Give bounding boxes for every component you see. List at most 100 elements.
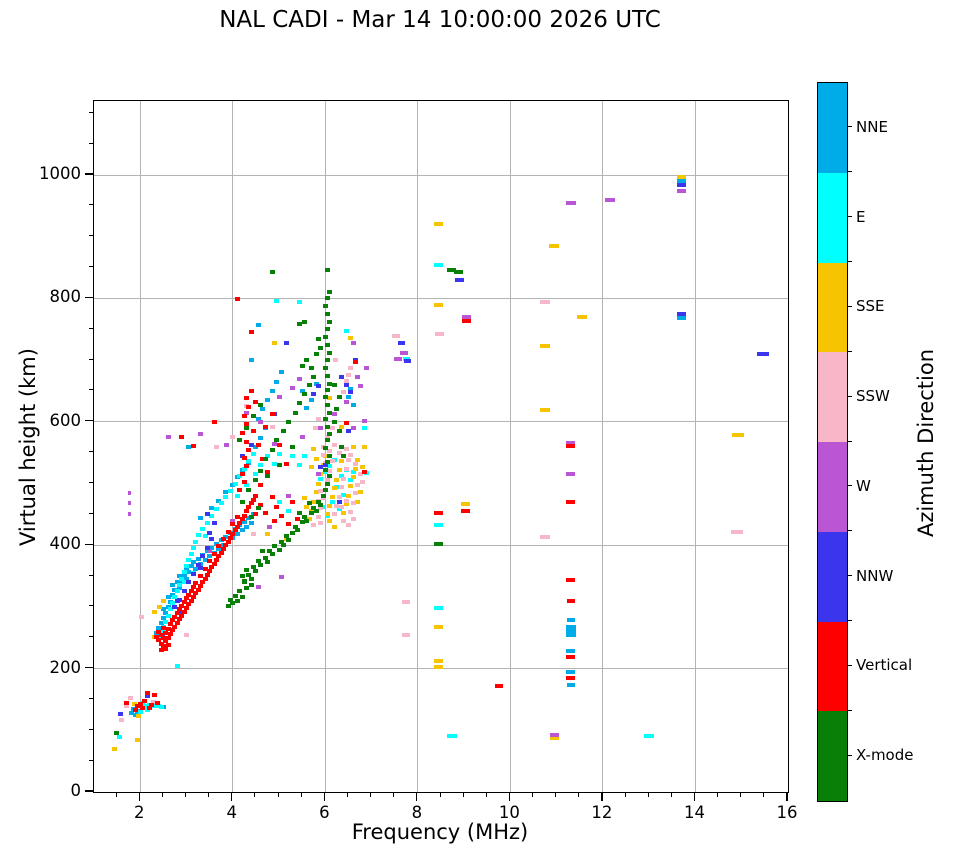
data-point-X-mode bbox=[248, 583, 254, 588]
data-point-Vertical bbox=[251, 497, 257, 502]
data-point-Vertical bbox=[174, 620, 180, 625]
data-point-SSW bbox=[251, 532, 257, 537]
data-point-SSE bbox=[434, 624, 444, 629]
data-point-X-mode bbox=[325, 342, 331, 347]
data-point-Vertical bbox=[140, 706, 146, 711]
data-point-SSE bbox=[311, 446, 317, 451]
data-point-Vertical bbox=[172, 624, 178, 629]
data-point-X-mode bbox=[434, 541, 444, 546]
x-tick-label: 12 bbox=[591, 803, 613, 822]
data-point-SSW bbox=[336, 450, 342, 455]
data-point-SSW bbox=[539, 300, 550, 305]
data-point-NNE bbox=[184, 566, 190, 571]
data-point-Vertical bbox=[269, 495, 275, 500]
data-point-X-mode bbox=[248, 577, 254, 582]
colorbar-segment-SSE bbox=[818, 262, 847, 353]
y-major-tick bbox=[85, 790, 93, 792]
data-point-Vertical bbox=[188, 588, 194, 593]
data-point-Vertical bbox=[137, 701, 143, 706]
data-point-X-mode bbox=[327, 410, 333, 415]
data-point-NNE bbox=[216, 546, 222, 551]
data-point-NNW bbox=[207, 530, 213, 535]
data-point-NNE bbox=[258, 435, 264, 440]
y-major-tick bbox=[85, 420, 93, 422]
data-point-SSW bbox=[348, 453, 354, 458]
data-point-SSW bbox=[339, 504, 345, 509]
data-point-E bbox=[174, 588, 180, 593]
data-point-X-mode bbox=[339, 444, 345, 449]
gridline-x-8 bbox=[417, 101, 419, 792]
data-point-X-mode bbox=[290, 444, 296, 449]
data-point-Vertical bbox=[163, 646, 169, 651]
data-point-SSE bbox=[539, 408, 550, 413]
data-point-NNE bbox=[186, 444, 192, 449]
x-tick-label: 8 bbox=[411, 803, 423, 822]
x-tick-label: 10 bbox=[498, 803, 520, 822]
data-point-W bbox=[258, 419, 264, 424]
colorbar-tick bbox=[847, 126, 852, 128]
x-minor-tick bbox=[185, 792, 187, 797]
x-minor-tick bbox=[740, 792, 742, 797]
data-point-Vertical bbox=[362, 470, 368, 475]
x-major-tick bbox=[601, 792, 603, 801]
data-point-Vertical bbox=[124, 700, 130, 705]
plot-canvas bbox=[94, 101, 788, 792]
data-point-SSW bbox=[318, 506, 324, 511]
data-point-Vertical bbox=[216, 544, 222, 549]
data-point-X-mode bbox=[225, 603, 231, 608]
data-point-X-mode bbox=[292, 524, 298, 529]
data-point-Vertical bbox=[156, 629, 162, 634]
data-point-NNE bbox=[156, 625, 162, 630]
data-point-X-mode bbox=[299, 519, 305, 524]
data-point-E bbox=[274, 298, 280, 303]
x-minor-tick bbox=[393, 792, 395, 797]
x-axis-label: Frequency (MHz) bbox=[351, 820, 529, 844]
data-point-Vertical bbox=[160, 635, 166, 640]
data-point-E bbox=[241, 466, 247, 471]
data-point-Vertical bbox=[179, 613, 185, 618]
data-point-Vertical bbox=[234, 524, 240, 529]
data-point-E bbox=[271, 461, 277, 466]
data-point-NNE bbox=[345, 395, 351, 400]
data-point-SSE bbox=[151, 610, 157, 615]
data-point-NNE bbox=[214, 541, 220, 546]
data-point-X-mode bbox=[283, 533, 289, 538]
data-point-SSE bbox=[355, 500, 361, 505]
data-point-Vertical bbox=[241, 480, 247, 485]
x-tick-label: 2 bbox=[134, 803, 145, 822]
data-point-X-mode bbox=[239, 574, 245, 579]
data-point-SSE bbox=[315, 481, 321, 486]
data-point-E bbox=[179, 576, 185, 581]
gridline-y-800 bbox=[94, 297, 788, 299]
data-point-X-mode bbox=[255, 558, 261, 563]
data-point-X-mode bbox=[322, 487, 328, 492]
data-point-Vertical bbox=[216, 554, 222, 559]
data-point-Vertical bbox=[177, 617, 183, 622]
data-point-NNE bbox=[234, 532, 240, 537]
colorbar-boundary-tick bbox=[847, 620, 852, 621]
data-point-X-mode bbox=[327, 381, 333, 386]
data-point-Vertical bbox=[248, 388, 254, 393]
data-point-SSW bbox=[341, 518, 347, 523]
data-point-E bbox=[434, 263, 444, 268]
data-point-NNW bbox=[248, 443, 254, 448]
gridline-x-12 bbox=[602, 101, 604, 792]
data-point-SSE bbox=[549, 243, 560, 248]
data-point-Vertical bbox=[253, 493, 259, 498]
data-point-X-mode bbox=[227, 597, 233, 602]
data-point-X-mode bbox=[311, 506, 317, 511]
data-point-W bbox=[315, 471, 321, 476]
data-point-W bbox=[223, 442, 229, 447]
data-point-SSE bbox=[343, 502, 349, 507]
data-point-W bbox=[357, 384, 363, 389]
colorbar-boundary-tick bbox=[847, 350, 852, 352]
data-point-Vertical bbox=[186, 592, 192, 597]
x-tick-label: 14 bbox=[683, 803, 705, 822]
data-point-Vertical bbox=[156, 638, 162, 643]
data-point-X-mode bbox=[285, 538, 291, 543]
x-minor-tick bbox=[370, 792, 372, 797]
data-point-E bbox=[184, 564, 190, 569]
data-point-NNE bbox=[160, 607, 166, 612]
data-point-Vertical bbox=[170, 628, 176, 633]
gridline-x-4 bbox=[232, 101, 234, 792]
